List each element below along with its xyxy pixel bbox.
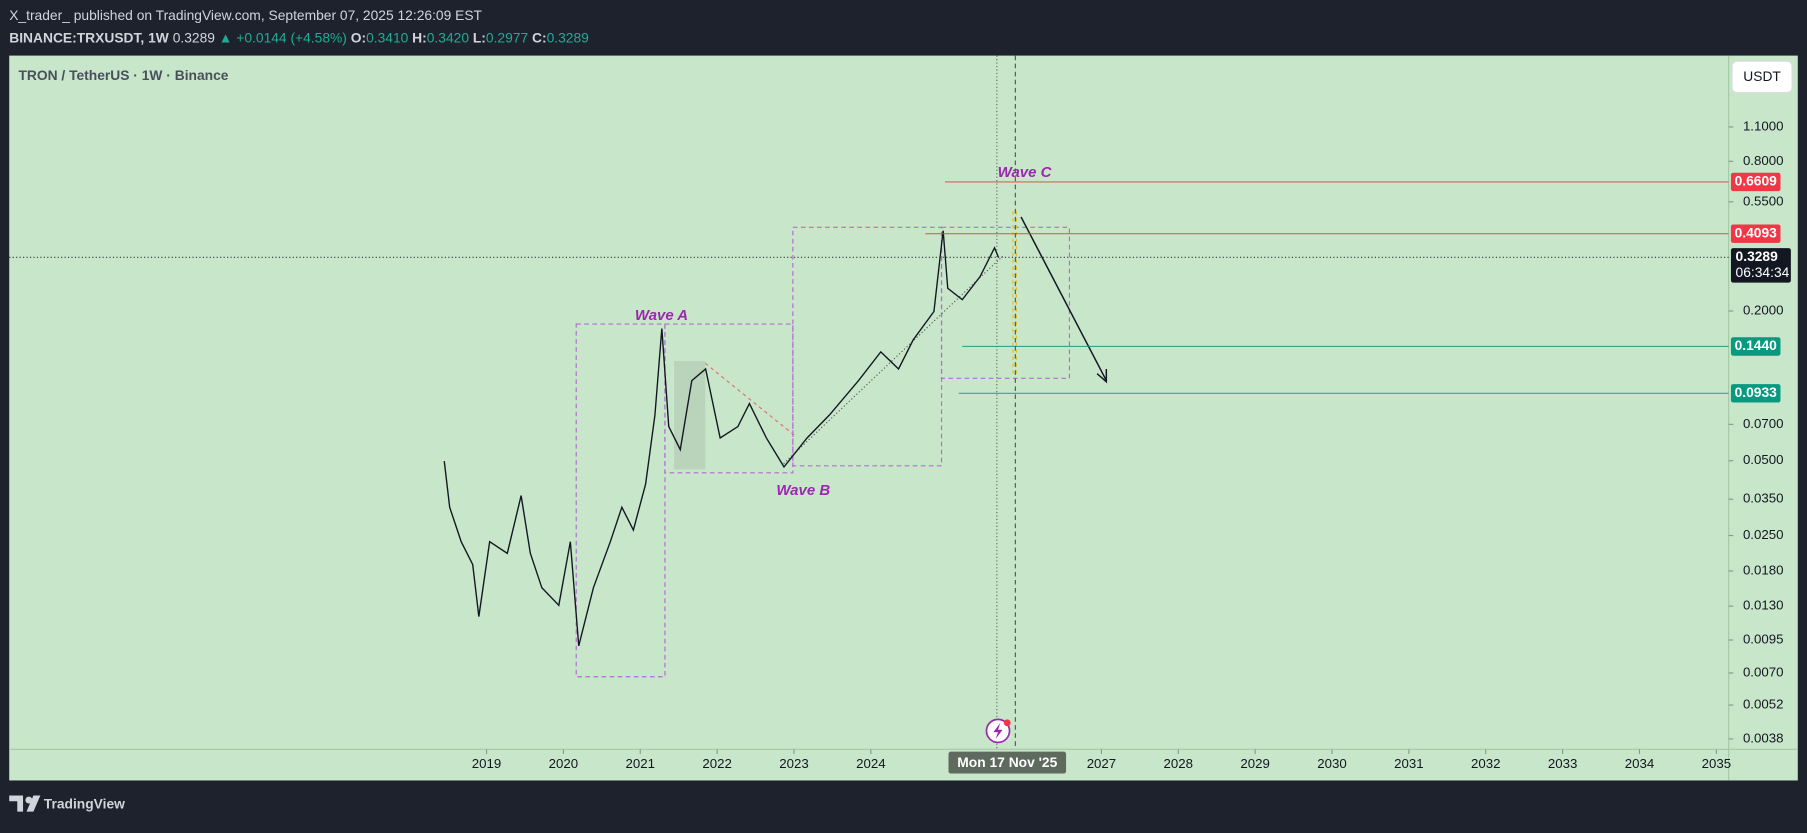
x-tick-label: 2022 [702,756,731,771]
y-tick-label: 0.0095 [1743,631,1784,646]
x-tick-label: 2033 [1548,756,1577,771]
price-line [443,230,1000,647]
x-tick-label: 2031 [1394,756,1423,771]
symbol: BINANCE:TRXUSDT, 1W [9,29,170,45]
unit-button[interactable] [1731,60,1793,94]
plot: 1.1000 0.8000 0.5500 0.2000 0.0700 0.0500 0.03… [9,55,1791,774]
wave-label: Wave B [776,482,830,499]
y-tick-label: 0.0038 [1743,730,1784,745]
event-dot [1003,719,1011,727]
x-tick-label: 2029 [1240,756,1269,771]
o-label: O: [351,29,366,45]
byline: X_trader_ published on TradingView.com, … [9,7,482,23]
close: 0.3289 [547,29,590,45]
x-tick-label: 2020 [549,756,578,771]
unit-button-label[interactable]: USDT [1743,68,1781,84]
symbol-line: BINANCE:TRXUSDT, 1W 0.3289 ▲ +0.0144 (+4… [9,29,589,45]
countdown: 06:34:34 [1736,264,1790,280]
y-tick-label: 1.1000 [1743,118,1784,133]
level-label: 0.6609 [1735,173,1778,189]
x-tick-label: 2021 [626,756,655,771]
crosshair-label: Mon 17 Nov '25 [957,754,1057,770]
x-tick-label: 2024 [856,756,885,771]
y-tick-label: 0.0350 [1743,491,1784,506]
level-label: 0.1440 [1735,337,1778,353]
high: 0.3420 [427,29,470,45]
level-label-box [1730,224,1781,243]
change: +0.0144 (+4.58%) [236,29,347,45]
change-arrow: ▲ [219,29,233,45]
y-tick-label: 0.5500 [1743,193,1784,208]
y-tick-label: 0.0700 [1743,416,1784,431]
brand-logo-dot [25,796,33,804]
level-label-box [1730,172,1781,192]
zone [674,360,706,470]
trend-line [704,362,796,437]
y-tick-label: 0.0180 [1743,562,1784,577]
level-label: 0.0933 [1735,384,1778,400]
last-price-box [1730,248,1791,283]
y-tick-label: 0.0130 [1743,598,1784,613]
brand-logo [9,795,41,812]
footer [0,781,1807,828]
wave-a-box [575,323,666,678]
last-price-label: 0.3289 [1736,248,1779,264]
x-tick-label: 2019 [472,756,501,771]
chart-pane [9,55,1798,781]
y-tick-label: 0.2000 [1743,303,1784,318]
h-label: H: [412,29,427,45]
wave-c-box [940,226,1071,379]
y-tick-label: 0.8000 [1743,153,1784,168]
wave-a-box-2 [664,323,794,474]
chart-title: TRON / TetherUS · 1W · Binance [18,67,228,83]
x-tick-label: 2032 [1471,756,1500,771]
brand: TradingView [44,795,125,811]
open: 0.3410 [366,29,409,45]
y-tick-label: 0.0070 [1743,664,1784,679]
x-tick-label: 2034 [1625,756,1654,771]
level-label: 0.4093 [1735,224,1778,240]
x-tick-label: 2027 [1087,756,1116,771]
x-tick-label: 2030 [1317,756,1346,771]
x-tick-label: 2023 [779,756,808,771]
level-label-box [1730,337,1781,356]
x-tick-label: 2035 [1702,756,1731,771]
price: 0.3289 [173,29,216,45]
y-tick-label: 0.0500 [1743,452,1784,467]
event-icon-bolt [993,722,1003,739]
c-label: C: [532,29,547,45]
arrow [1020,216,1107,381]
level-label-box [1730,384,1781,403]
y-tick-label: 0.0052 [1743,697,1784,712]
l-label: L: [473,29,486,45]
crosshair-label-box [948,751,1067,774]
low: 0.2977 [486,29,528,45]
wave-label: Wave C [998,164,1052,181]
arrow-head [1096,369,1108,384]
x-tick-label: 2028 [1164,756,1193,771]
y-tick-label: 0.0250 [1743,527,1784,542]
wave-label: Wave A [635,307,688,324]
